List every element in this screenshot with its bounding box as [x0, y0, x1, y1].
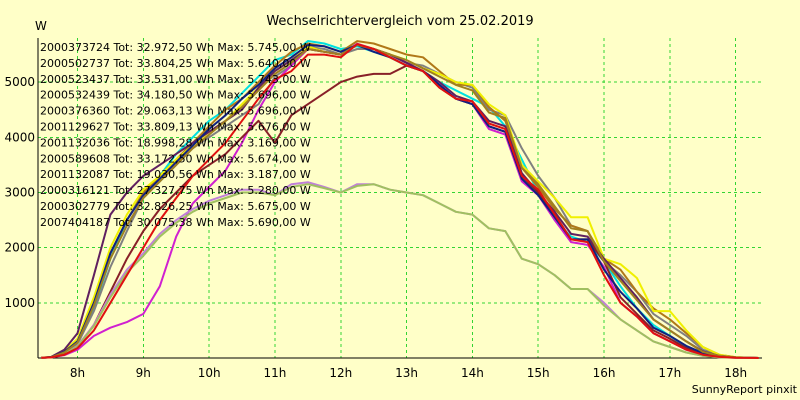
series-line-10 [41, 183, 759, 359]
legend-entry-12: 2007404187 Tot: 30.075,38 Wh Max: 5.690,… [40, 216, 311, 229]
x-tick-label: 9h [136, 366, 151, 380]
y-tick-label: 5000 [4, 75, 35, 89]
x-tick-label: 17h [658, 366, 681, 380]
series-line-12 [41, 43, 759, 359]
series-line-11 [41, 43, 759, 359]
legend-entry-6: 2001129627 Tot: 33.809,13 Wh Max: 5.676,… [40, 121, 311, 134]
legend-entry-1: 2000373724 Tot: 32.972,50 Wh Max: 5.745,… [40, 41, 311, 54]
y-tick-label: 3000 [4, 185, 35, 199]
y-tick-label: 1000 [4, 296, 35, 310]
legend-entry-4: 2000532439 Tot: 34.180,50 Wh Max: 5.696,… [40, 89, 311, 102]
legend: 2000373724 Tot: 32.972,50 Wh Max: 5.745,… [40, 41, 311, 229]
y-tick-label: 4000 [4, 130, 35, 144]
series-line-7 [41, 64, 759, 359]
legend-entry-9: 2001132087 Tot: 19.030,56 Wh Max: 3.187,… [40, 168, 311, 181]
x-tick-label: 18h [724, 366, 747, 380]
x-tick-label: 8h [70, 366, 85, 380]
legend-entry-8: 2000589608 Tot: 33.172,50 Wh Max: 5.674,… [40, 152, 311, 165]
legend-entry-5: 2000376360 Tot: 29.063,13 Wh Max: 5.696,… [40, 105, 311, 118]
chart-title: Wechselrichtervergleich vom 25.02.2019 [266, 14, 533, 29]
x-tick-label: 11h [264, 366, 287, 380]
legend-entry-10: 2000316121 Tot: 27.327,75 Wh Max: 5.280,… [40, 184, 311, 197]
x-tick-label: 16h [593, 366, 616, 380]
series-line-3 [41, 40, 759, 359]
x-tick-label: 10h [198, 366, 221, 380]
legend-entry-11: 2000302779 Tot: 32.826,25 Wh Max: 5.675,… [40, 200, 311, 213]
plot-layer: 8h 9h 10h 11h 12h 13h 14h 15h 16h 17h 18h100020003… [4, 38, 762, 380]
x-tick-label: 14h [461, 366, 484, 380]
x-tick-label: 13h [395, 366, 418, 380]
y-tick-label: 2000 [4, 241, 35, 255]
legend-entry-3: 2000523437 Tot: 33.531,00 Wh Max: 5.743,… [40, 73, 311, 86]
legend-entry-2: 2000502737 Tot: 33.804,25 Wh Max: 5.640,… [40, 57, 311, 70]
x-tick-label: 15h [527, 366, 550, 380]
legend-entry-7: 2001132036 Tot: 18.998,28 Wh Max: 3.169,… [40, 136, 311, 149]
x-tick-label: 12h [329, 366, 352, 380]
chart-footer: SunnyReport pinxit [692, 383, 798, 396]
y-axis-label: W [35, 19, 47, 33]
